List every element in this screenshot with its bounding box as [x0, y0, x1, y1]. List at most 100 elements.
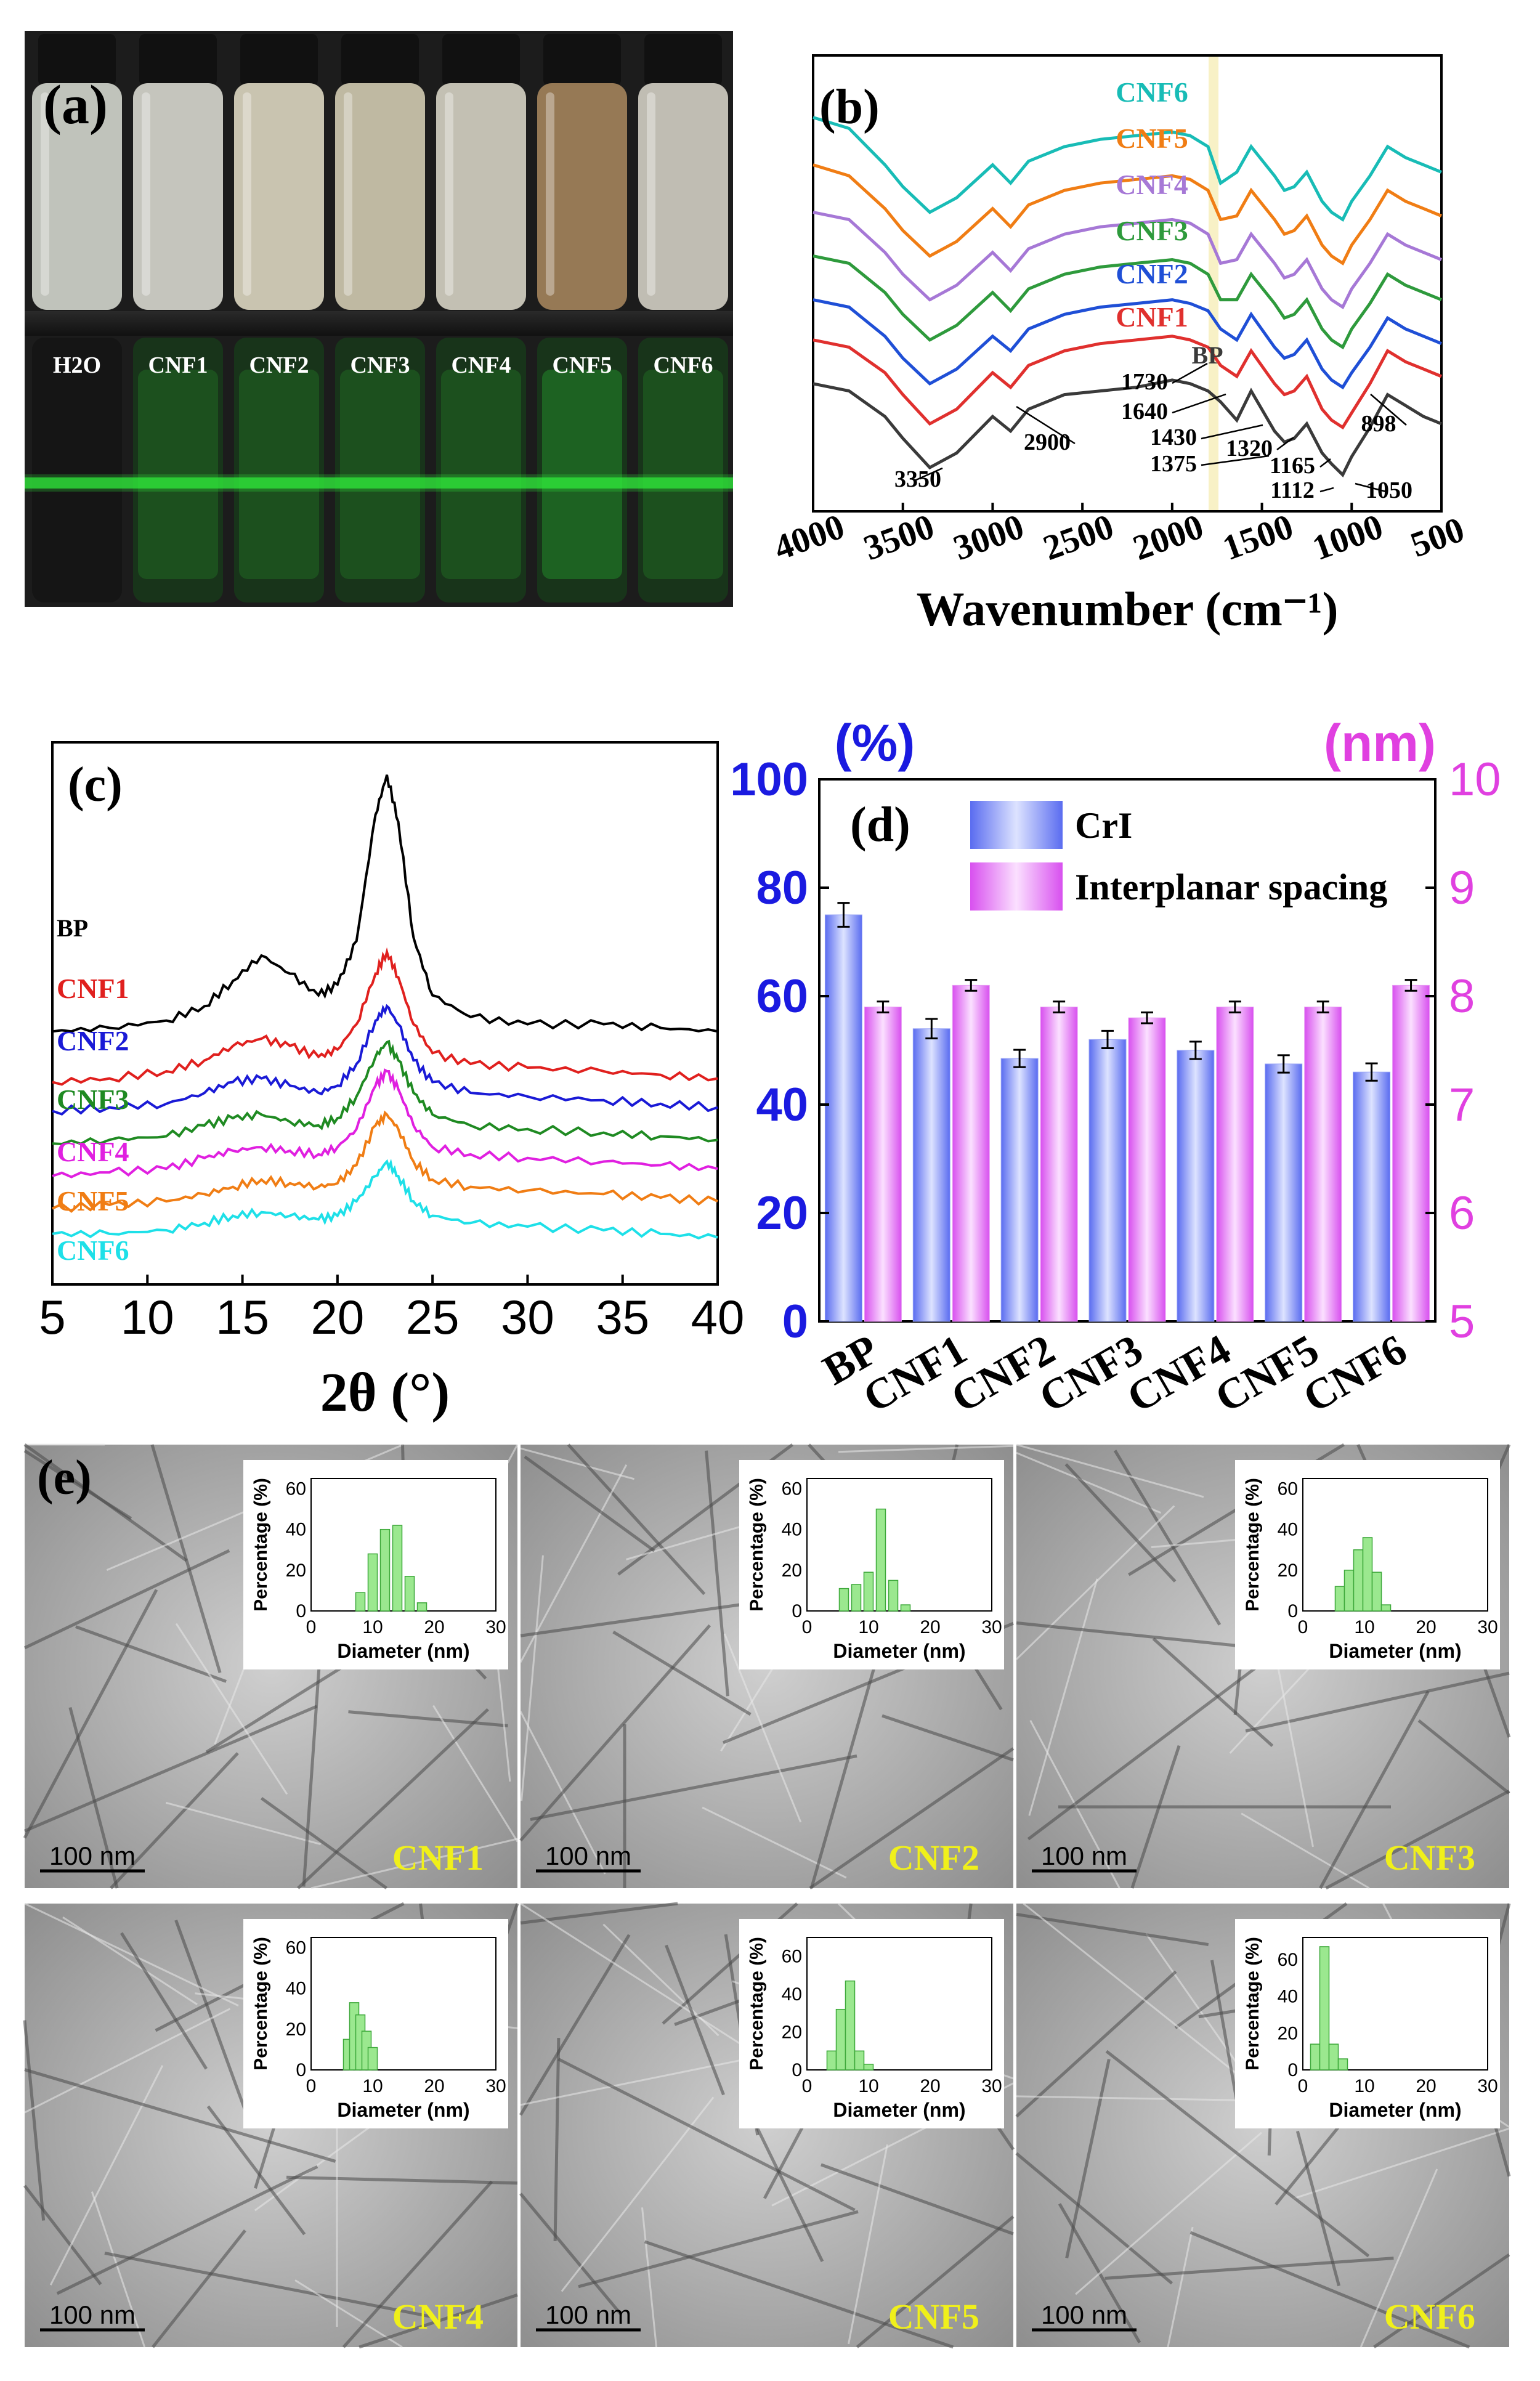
panel-d-crystallinity: 0204060801005678910BPCNF1CNF2CNF3CNF4CNF… — [730, 714, 1501, 1422]
tem-fibril — [310, 1838, 518, 1889]
tem-scale-label-cnf4: 100 nm — [49, 2300, 136, 2329]
tem-fibril — [1105, 2050, 1370, 2258]
tem-fibril — [23, 1449, 132, 1520]
vial-label-cnf4: CNF4 — [451, 352, 511, 378]
hist-xtick-cnf2-20: 20 — [920, 1617, 940, 1637]
hist-ytick-cnf5-60: 60 — [782, 1947, 802, 1967]
hist-ytick-cnf6-20: 20 — [1278, 2023, 1298, 2043]
tem-fibril — [1016, 1451, 1162, 1514]
legend-label-cri: CrI — [1075, 805, 1132, 846]
tem-fibril — [175, 1623, 288, 1795]
hist-xlabel-cnf5: Diameter (nm) — [833, 2099, 965, 2121]
tem-sample-label-cnf2: CNF2 — [888, 1838, 979, 1878]
ftir-peak-arrow-2900 — [1016, 405, 1076, 445]
hist-xtick-cnf1-30: 30 — [485, 1617, 506, 1637]
vial-cap-cnf1 — [139, 34, 217, 86]
xrd-series-label-cnf1: CNF1 — [57, 973, 129, 1004]
hist-ylabel-cnf2: Percentage (%) — [747, 1478, 767, 1612]
bar-left-tick-label-20: 20 — [756, 1187, 808, 1239]
hist-bar-cnf5 — [854, 2050, 865, 2071]
tem-fibril — [432, 1705, 519, 1843]
tem-scale-label-cnf2: 100 nm — [545, 1841, 631, 1870]
hist-bar-cnf5 — [845, 1980, 856, 2071]
vial-glare-cnf4 — [445, 92, 453, 296]
vial-body-h2o — [32, 83, 122, 310]
hist-xtick-cnf3-10: 10 — [1354, 1617, 1374, 1637]
vial-glare-cnf1 — [142, 92, 150, 296]
hist-bar-cnf6 — [1328, 2043, 1339, 2071]
bar-interplanar-spacing-cnf5 — [1304, 1007, 1342, 1322]
hist-xtick-cnf1-20: 20 — [424, 1617, 444, 1637]
errorbar-interplanar-spacing-cnf2 — [1053, 1000, 1066, 1013]
vial-cap-cnf5 — [543, 34, 621, 86]
tem-sample-label-cnf6: CNF6 — [1384, 2297, 1475, 2337]
xrd-series-label-cnf6: CNF6 — [57, 1235, 129, 1266]
tem-fibril — [1167, 2226, 1194, 2348]
xrd-series-label-cnf2: CNF2 — [57, 1025, 129, 1057]
tem-sample-label-cnf4: CNF4 — [392, 2297, 484, 2337]
tem-fibril — [23, 2184, 102, 2286]
panel-c-xlabel: 2θ (°) — [320, 1362, 450, 1423]
hist-xlabel-cnf6: Diameter (nm) — [1329, 2099, 1461, 2121]
tem-fibril — [166, 1801, 321, 1846]
legend-swatch-interplanar-spacing — [970, 862, 1063, 911]
tem-fibril — [567, 1443, 706, 1596]
ftir-xtick-label-500: 500 — [1405, 509, 1469, 565]
hist-xtick-cnf6-20: 20 — [1416, 2076, 1436, 2096]
tem-fibril — [519, 1624, 711, 1842]
vial-glare-cnf3 — [344, 92, 352, 296]
ftir-xtick-label-2000: 2000 — [1128, 506, 1209, 568]
bar-cri-cnf1 — [912, 1028, 950, 1322]
panel-d-legend: CrI Interplanar spacing — [970, 801, 1387, 911]
ftir-peak-arrow-1050 — [1355, 482, 1387, 493]
hist-xtick-cnf1-0: 0 — [306, 1617, 317, 1637]
tem-fibril — [348, 1710, 508, 1727]
tem-fibril — [1245, 1671, 1510, 1733]
xrd-line-cnf2 — [52, 1004, 718, 1116]
bar-cri-cnf4 — [1177, 1050, 1215, 1322]
tem-fibril — [1113, 1450, 1222, 1626]
ftir-peak-label-2900: 2900 — [1024, 429, 1071, 455]
laser-glow-cnf3 — [340, 370, 420, 579]
xrd-line-cnf3 — [52, 1039, 718, 1146]
tem-fibril — [359, 2293, 518, 2349]
bar-left-tick-label-0: 0 — [782, 1296, 808, 1348]
bar-left-tick-label-80: 80 — [756, 862, 808, 914]
xrd-xtick-label-5: 5 — [39, 1290, 65, 1344]
tem-fibril — [702, 1806, 847, 1879]
hist-bar-cnf5 — [835, 2008, 846, 2071]
laser-glow-cnf2 — [239, 370, 319, 579]
laser-vial-body-cnf2 — [234, 338, 324, 602]
hist-bar-cnf1 — [404, 1576, 415, 1612]
tem-fibril — [1023, 1902, 1268, 2099]
tem-fibril — [612, 1630, 752, 1716]
tem-fibril — [1016, 1443, 1204, 1498]
hist-xlabel-cnf2: Diameter (nm) — [833, 1640, 965, 1662]
errorbar-cri-bp — [837, 902, 850, 928]
panel-b-xlabel: Wavenumber (cm⁻¹) — [917, 582, 1339, 636]
tem-fibril — [520, 1599, 767, 1637]
ftir-peak-arrow-898 — [1370, 394, 1407, 426]
panel-a-label: (a) — [43, 75, 108, 136]
tem-fibril — [342, 2180, 493, 2348]
vial-glare-cnf2 — [243, 92, 251, 296]
hist-xtick-cnf3-0: 0 — [1298, 1617, 1308, 1637]
ftir-peak-arrow-1430 — [1201, 424, 1263, 440]
ftir-peak-arrow-1320 — [1276, 436, 1294, 451]
tem-fibril — [206, 2105, 306, 2236]
laser-glow-cnf1 — [138, 370, 218, 579]
tem-tile-cnf2: 100 nm CNF2 0 10 20 30 0 20 40 60 Diameter (nm) Per… — [519, 1443, 1015, 1890]
ftir-xtick-label-1000: 1000 — [1307, 506, 1388, 568]
bar-left-tick-label-100: 100 — [730, 753, 808, 806]
tem-scale-label-cnf5: 100 nm — [545, 2300, 631, 2329]
tem-fibril — [260, 1796, 388, 1890]
tem-tile-cnf5: 100 nm CNF5 0 10 20 30 0 20 40 60 Diameter (nm) Per… — [519, 1902, 1015, 2349]
hist-ytick-cnf1-0: 0 — [296, 1601, 306, 1621]
hist-xtick-cnf3-30: 30 — [1477, 1617, 1497, 1637]
bar-right-tick-label-6: 6 — [1449, 1187, 1475, 1239]
hist-ytick-cnf2-0: 0 — [792, 1601, 802, 1621]
tem-fibril — [1293, 2127, 1510, 2200]
tem-fibril — [1015, 1970, 1177, 2118]
tem-fibril — [1104, 2257, 1394, 2280]
